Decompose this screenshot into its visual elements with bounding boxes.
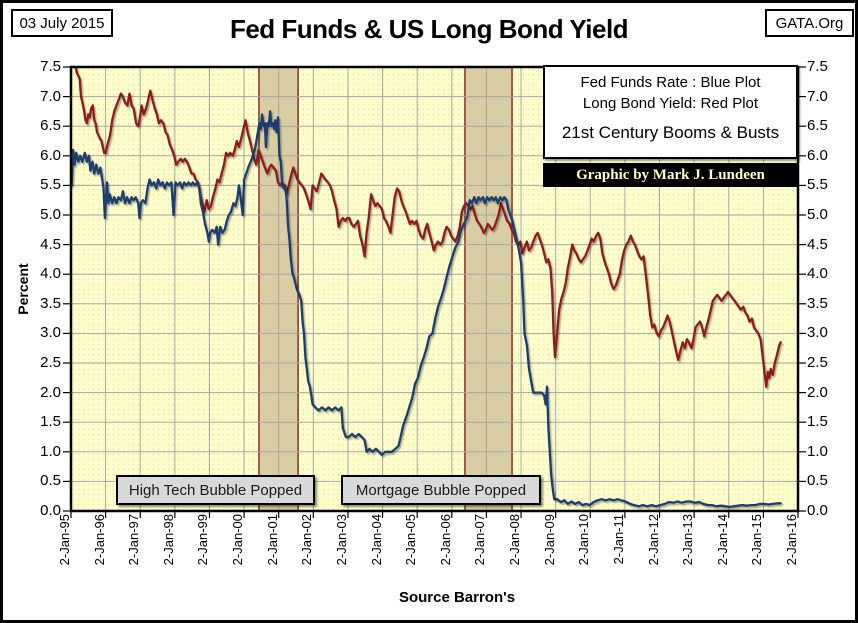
y-tick-label-left: 6.5	[40, 117, 61, 135]
x-tick-label: 2-Jan-11	[610, 514, 626, 565]
x-tick-label: 2-Jan-13	[680, 514, 696, 566]
x-tick-label: 2-Jan-05	[403, 514, 419, 566]
y-tick-label-left: 1.5	[40, 413, 61, 431]
x-tick-label: 2-Jan-99	[195, 514, 211, 566]
annotation-text: High Tech Bubble Popped	[128, 481, 303, 499]
annotation-text: Mortgage Bubble Popped	[355, 481, 527, 499]
x-tick-label: 2-Jan-06	[437, 514, 453, 566]
x-tick-label: 2-Jan-14	[714, 514, 730, 566]
x-tick-label: 2-Jan-98	[160, 514, 176, 566]
y-tick-label-right: 1.0	[807, 442, 828, 460]
y-tick-label-right: 7.0	[807, 87, 828, 105]
x-tick-label: 2-Jan-08	[507, 514, 523, 566]
y-tick-label-right: 4.0	[807, 265, 828, 283]
x-tick-label: 2-Jan-03	[333, 514, 349, 566]
y-tick-label-right: 2.0	[807, 383, 828, 401]
x-tick-label: 2-Jan-95	[57, 514, 72, 566]
y-tick-label-left: 3.0	[40, 324, 61, 342]
y-tick-label-left: 5.5	[40, 176, 61, 194]
date-box: 03 July 2015	[11, 9, 113, 37]
y-tick-label-left: 2.0	[40, 383, 61, 401]
x-tick-label: 2-Jan-01	[264, 514, 280, 566]
annotation-mortgage-bubble: Mortgage Bubble Popped	[341, 475, 541, 505]
credit-bar: Graphic by Mark J. Lundeen	[543, 163, 798, 187]
y-tick-label-left: 0.0	[40, 502, 61, 519]
legend-box: Fed Funds Rate : Blue Plot Long Bond Yie…	[543, 65, 798, 159]
x-tick-label: 2-Jan-12	[645, 514, 661, 566]
x-tick-label: 2-Jan-02	[299, 514, 315, 566]
credit-text: Graphic by Mark J. Lundeen	[576, 166, 765, 183]
y-tick-label-right: 6.0	[807, 146, 828, 164]
source-label: Source Barron's	[398, 589, 516, 606]
y-tick-label-right: 3.5	[807, 294, 828, 312]
date-text: 03 July 2015	[19, 14, 105, 32]
y-tick-label-left: 3.5	[40, 294, 61, 312]
y-tick-label-right: 4.5	[807, 235, 828, 253]
y-tick-label-right: 0.0	[807, 502, 828, 519]
x-tick-label: 2-Jan-97	[126, 514, 142, 566]
legend-long-bond: Long Bond Yield: Red Plot	[582, 95, 759, 112]
x-tick-label: 2-Jan-00	[230, 514, 246, 566]
y-tick-label-left: 7.5	[40, 58, 61, 75]
y-tick-label-left: 4.5	[40, 235, 61, 253]
annotation-high-tech-bubble: High Tech Bubble Popped	[116, 475, 315, 505]
x-tick-label: 2-Jan-09	[541, 514, 557, 566]
page-title: Fed Funds & US Long Bond Yield	[229, 14, 629, 44]
x-tick-label: 2-Jan-16	[784, 514, 799, 566]
legend-subtitle: 21st Century Booms & Busts	[561, 123, 780, 142]
y-tick-label-left: 1.0	[40, 442, 61, 460]
y-tick-label-right: 3.0	[807, 324, 828, 342]
y-tick-label-right: 0.5	[807, 472, 828, 490]
x-tick-label: 2-Jan-15	[749, 514, 765, 566]
x-tick-label: 2-Jan-10	[576, 514, 592, 566]
y-tick-label-right: 7.5	[807, 58, 828, 75]
y-tick-label-left: 5.0	[40, 206, 61, 223]
y-tick-label-right: 5.5	[807, 176, 828, 194]
y-tick-label-right: 5.0	[807, 206, 828, 223]
x-tick-label: 2-Jan-96	[91, 514, 107, 566]
y-tick-label-right: 2.5	[807, 354, 828, 371]
y-tick-label-left: 0.5	[40, 472, 61, 490]
legend-fed-funds: Fed Funds Rate : Blue Plot	[580, 74, 761, 91]
y-tick-label-right: 6.5	[807, 117, 828, 135]
site-text: GATA.Org	[775, 14, 844, 32]
y-tick-label-left: 7.0	[40, 87, 61, 105]
y-tick-label-right: 1.5	[807, 413, 828, 431]
site-box: GATA.Org	[765, 9, 854, 37]
y-tick-label-left: 2.5	[40, 354, 61, 371]
y-tick-label-left: 4.0	[40, 265, 61, 283]
series-fed-funds-rate	[71, 110, 782, 509]
bubble-band	[464, 67, 513, 511]
plot-border	[69, 65, 800, 513]
x-tick-label: 2-Jan-07	[472, 514, 488, 566]
y-tick-label-left: 6.0	[40, 146, 61, 164]
series-long-bond-yield	[74, 67, 782, 388]
x-tick-label: 2-Jan-04	[368, 514, 384, 566]
